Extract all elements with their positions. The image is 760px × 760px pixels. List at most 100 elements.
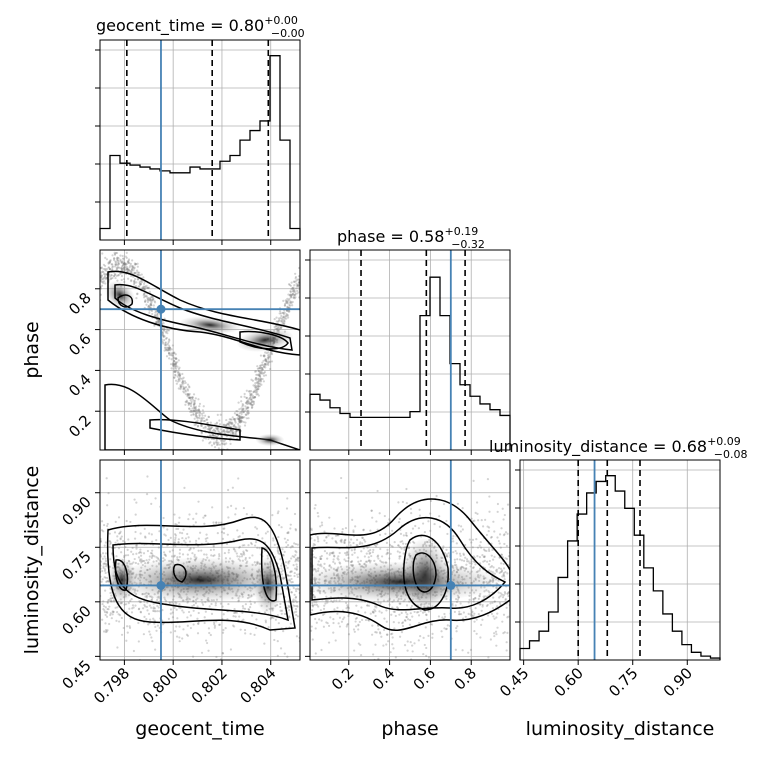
sample-point: [133, 557, 136, 561]
sample-point: [441, 635, 444, 638]
sample-point: [123, 262, 126, 266]
sample-point: [333, 608, 336, 611]
sample-point: [116, 258, 119, 262]
sample-point: [146, 296, 149, 299]
sample-point: [369, 548, 372, 552]
sample-point: [229, 421, 233, 424]
sample-point: [234, 426, 237, 429]
sample-point: [126, 554, 130, 557]
sample-point: [182, 382, 185, 385]
sample-point: [376, 555, 379, 558]
sample-point: [238, 615, 241, 618]
sample-point: [472, 560, 475, 563]
sample-point: [433, 522, 436, 526]
sample-point: [196, 409, 199, 412]
sample-point: [216, 428, 219, 431]
sample-point: [254, 390, 257, 393]
sample-point: [226, 506, 229, 509]
sample-point: [470, 541, 473, 544]
sample-point: [346, 605, 349, 608]
sample-point: [113, 274, 116, 277]
sample-point: [283, 304, 287, 307]
sample-point: [149, 633, 152, 636]
sample-point: [340, 541, 343, 544]
sample-point: [181, 536, 184, 540]
sample-point: [294, 599, 297, 602]
sample-point: [290, 281, 293, 284]
sample-point: [122, 263, 125, 266]
sample-point: [103, 569, 107, 572]
sample-point: [469, 613, 472, 616]
sample-point: [320, 521, 324, 524]
sample-point: [290, 570, 293, 573]
sample-point: [174, 601, 177, 604]
sample-point: [273, 543, 276, 546]
sample-point: [130, 264, 134, 268]
sample-point: [506, 572, 509, 575]
sample-point: [286, 531, 289, 535]
sample-point: [455, 630, 458, 633]
sample-point: [366, 604, 369, 607]
sample-point: [171, 616, 175, 619]
sample-point: [484, 518, 487, 521]
title-geocent-time: geocent_time = 0.80+0.00 −0.00: [96, 14, 305, 40]
sample-point: [214, 604, 217, 607]
sample-point: [140, 558, 143, 561]
sample-point: [175, 357, 178, 360]
sample-point: [149, 299, 152, 302]
sample-point: [498, 533, 502, 536]
sample-point: [470, 614, 473, 617]
sample-point: [251, 404, 254, 407]
sample-point: [493, 572, 496, 575]
sample-point: [361, 536, 364, 539]
sample-point: [279, 605, 282, 609]
sample-point: [259, 364, 263, 367]
sample-point: [240, 416, 243, 419]
sample-point: [114, 263, 117, 266]
sample-point: [111, 263, 114, 266]
sample-point: [110, 263, 113, 266]
sample-point: [366, 604, 369, 607]
sample-point: [227, 422, 230, 425]
sample-point: [419, 635, 422, 638]
panel-frame: [309, 459, 511, 661]
sample-point: [163, 553, 166, 556]
sample-point: [292, 296, 295, 300]
sample-point: [130, 268, 133, 271]
sample-point: [142, 294, 145, 297]
sample-point: [285, 312, 288, 316]
sample-point: [322, 566, 325, 569]
sample-point: [218, 554, 221, 558]
sample-point: [113, 253, 117, 256]
sample-point: [109, 259, 112, 262]
sample-point: [286, 538, 289, 542]
sample-point: [257, 380, 260, 383]
sample-point: [245, 549, 248, 552]
sample-point: [314, 556, 317, 559]
sample-point: [259, 382, 262, 385]
sample-point: [471, 610, 474, 614]
sample-point: [385, 541, 389, 544]
sample-point: [193, 401, 196, 404]
sample-point: [404, 545, 407, 549]
sample-point: [105, 563, 108, 566]
sample-point: [357, 642, 360, 645]
sample-point: [252, 391, 255, 394]
sample-point: [369, 529, 372, 532]
sample-point: [174, 361, 178, 364]
sample-point: [133, 277, 137, 281]
sample-point: [445, 519, 448, 523]
sample-point: [185, 633, 189, 636]
sample-point: [256, 546, 259, 549]
sample-point: [221, 430, 224, 433]
sample-point: [455, 542, 458, 545]
sample-point: [220, 442, 224, 445]
sample-point: [258, 547, 261, 550]
sample-point: [178, 552, 181, 555]
sample-point: [123, 541, 127, 544]
sample-point: [427, 634, 430, 637]
sample-point: [135, 547, 138, 550]
sample-point: [370, 509, 373, 512]
sample-point: [173, 606, 176, 610]
sample-point: [243, 395, 246, 398]
